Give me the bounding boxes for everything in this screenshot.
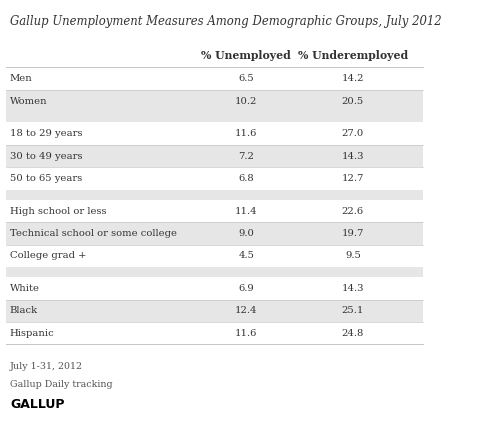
Text: 6.5: 6.5 [238,74,254,83]
Text: Women: Women [10,97,47,106]
Text: 22.6: 22.6 [341,206,363,215]
Text: 27.0: 27.0 [341,129,363,138]
Bar [6,90,422,112]
Text: July 1-31, 2012: July 1-31, 2012 [10,362,83,371]
Text: 14.3: 14.3 [341,284,364,293]
Text: 9.5: 9.5 [344,251,360,260]
Text: 7.2: 7.2 [238,151,254,160]
Text: 30 to 49 years: 30 to 49 years [10,151,82,160]
Text: 25.1: 25.1 [341,306,363,315]
Text: 24.8: 24.8 [341,329,363,338]
Text: White: White [10,284,40,293]
Text: % Unemployed: % Unemployed [201,50,291,61]
Text: 14.3: 14.3 [341,151,364,160]
Text: 11.6: 11.6 [235,329,257,338]
Text: GALLUP: GALLUP [10,399,64,411]
Text: 11.4: 11.4 [235,206,257,215]
Text: Technical school or some college: Technical school or some college [10,229,177,238]
Text: Gallup Unemployment Measures Among Demographic Groups, July 2012: Gallup Unemployment Measures Among Demog… [10,15,441,28]
Text: 20.5: 20.5 [341,97,363,106]
Text: 10.2: 10.2 [235,97,257,106]
Bar [6,222,422,245]
Text: 6.8: 6.8 [238,174,254,183]
Text: College grad +: College grad + [10,251,86,260]
Text: 9.0: 9.0 [238,229,254,238]
Bar [6,112,422,122]
Text: 19.7: 19.7 [341,229,363,238]
Text: Black: Black [10,306,38,315]
Text: High school or less: High school or less [10,206,106,215]
Text: 50 to 65 years: 50 to 65 years [10,174,82,183]
Text: 18 to 29 years: 18 to 29 years [10,129,82,138]
Text: Gallup Daily tracking: Gallup Daily tracking [10,380,112,389]
Text: 12.4: 12.4 [235,306,257,315]
Bar [6,267,422,277]
Text: 11.6: 11.6 [235,129,257,138]
Bar [6,145,422,167]
Bar [6,190,422,200]
Text: 6.9: 6.9 [238,284,254,293]
Text: Men: Men [10,74,33,83]
Text: 14.2: 14.2 [341,74,364,83]
Text: 12.7: 12.7 [341,174,363,183]
Text: 4.5: 4.5 [238,251,254,260]
Bar [6,299,422,322]
Text: Hispanic: Hispanic [10,329,55,338]
Text: % Underemployed: % Underemployed [297,50,407,61]
